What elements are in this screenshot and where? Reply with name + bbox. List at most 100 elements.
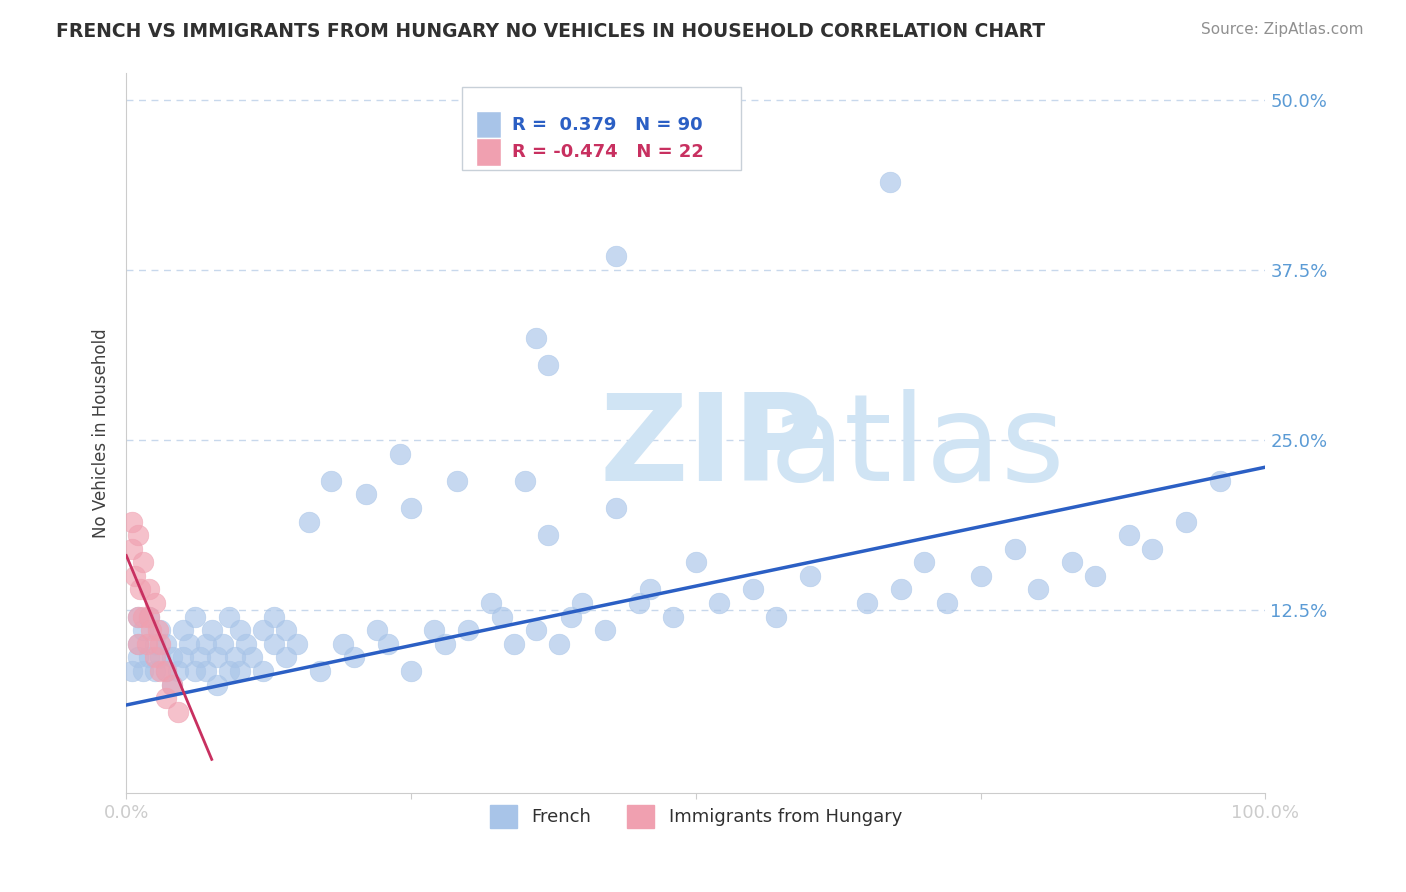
Point [537,358,560,372]
Point [799,569,821,583]
Point [571,596,593,610]
Point [143,637,166,651]
Point [741,582,763,597]
Point [627,596,650,610]
Point [135,637,157,651]
Point [183,609,205,624]
Point [593,624,616,638]
Point [526,331,548,345]
Point [605,500,627,515]
Point [132,609,155,624]
Point [155,664,177,678]
Point [201,624,224,638]
Point [155,691,177,706]
Point [912,555,935,569]
Point [149,624,172,638]
Point [124,569,146,583]
Point [274,624,297,638]
Point [177,637,200,651]
Bar [477,111,501,138]
Point [127,609,149,624]
Point [274,650,297,665]
Point [148,624,170,638]
Point [212,637,235,651]
Point [235,637,257,651]
Point [1140,541,1163,556]
Point [121,664,143,678]
Point [149,637,172,651]
Point [1026,582,1049,597]
Point [1209,474,1232,488]
Text: FRENCH VS IMMIGRANTS FROM HUNGARY NO VEHICLES IN HOUSEHOLD CORRELATION CHART: FRENCH VS IMMIGRANTS FROM HUNGARY NO VEH… [56,22,1046,41]
Point [127,637,149,651]
Point [129,582,152,597]
Point [172,624,194,638]
Point [141,624,163,638]
Point [149,650,172,665]
Bar [477,138,501,166]
Point [121,541,143,556]
Point [263,609,285,624]
Point [160,650,183,665]
Point [263,637,285,651]
Point [399,664,422,678]
Point [160,678,183,692]
Point [343,650,366,665]
Point [491,609,513,624]
Y-axis label: No Vehicles in Household: No Vehicles in Household [93,328,110,538]
Text: atlas: atlas [770,389,1066,506]
Point [143,650,166,665]
Point [707,596,730,610]
Point [183,664,205,678]
Point [127,609,149,624]
Point [166,664,188,678]
Point [229,664,252,678]
Text: ZIP: ZIP [599,389,823,506]
Point [160,678,183,692]
Point [207,678,229,692]
Point [685,555,707,569]
Point [560,609,582,624]
Point [155,637,177,651]
Point [127,650,149,665]
Point [121,515,143,529]
Point [332,637,354,651]
Point [765,609,787,624]
Point [188,650,211,665]
Point [1174,515,1197,529]
Point [321,474,343,488]
Text: R =  0.379   N = 90: R = 0.379 N = 90 [513,116,703,134]
Point [526,624,548,638]
Point [479,596,502,610]
Point [309,664,332,678]
Point [132,664,155,678]
Point [1084,569,1107,583]
Point [172,650,194,665]
Text: Source: ZipAtlas.com: Source: ZipAtlas.com [1201,22,1364,37]
Point [388,446,411,460]
Point [138,650,160,665]
Point [138,609,160,624]
Point [354,487,377,501]
Point [285,637,308,651]
Point [548,637,571,651]
Point [132,555,155,569]
Point [890,582,912,597]
Point [434,637,457,651]
Point [1004,541,1026,556]
Point [218,664,240,678]
Point [970,569,993,583]
Point [143,664,166,678]
Point [1060,555,1083,569]
Point [166,705,188,719]
Point [143,596,166,610]
Point [377,637,399,651]
Point [605,250,627,264]
Point [195,664,218,678]
Point [502,637,524,651]
Point [229,624,252,638]
Legend: French, Immigrants from Hungary: French, Immigrants from Hungary [482,798,910,835]
Point [366,624,388,638]
Point [155,664,177,678]
Point [195,637,218,651]
